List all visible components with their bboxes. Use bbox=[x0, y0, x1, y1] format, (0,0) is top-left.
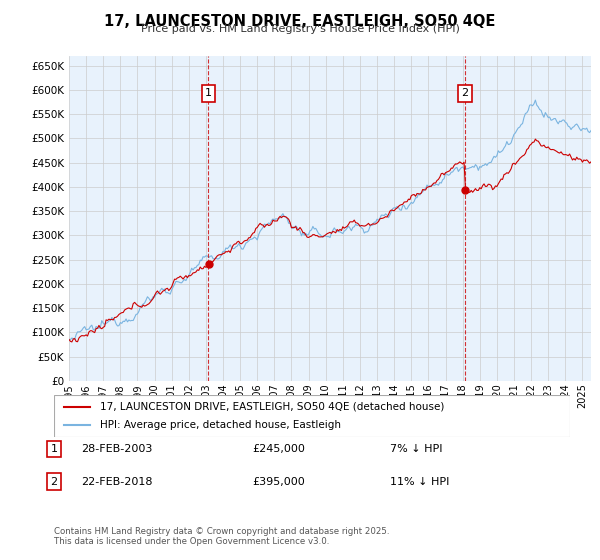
Text: 1: 1 bbox=[205, 88, 212, 99]
Text: 22-FEB-2018: 22-FEB-2018 bbox=[81, 477, 152, 487]
Text: HPI: Average price, detached house, Eastleigh: HPI: Average price, detached house, East… bbox=[100, 420, 341, 430]
Text: 11% ↓ HPI: 11% ↓ HPI bbox=[390, 477, 449, 487]
Text: 1: 1 bbox=[50, 444, 58, 454]
Text: £245,000: £245,000 bbox=[252, 444, 305, 454]
Text: Contains HM Land Registry data © Crown copyright and database right 2025.
This d: Contains HM Land Registry data © Crown c… bbox=[54, 526, 389, 546]
Text: 7% ↓ HPI: 7% ↓ HPI bbox=[390, 444, 443, 454]
Text: 28-FEB-2003: 28-FEB-2003 bbox=[81, 444, 152, 454]
Text: 17, LAUNCESTON DRIVE, EASTLEIGH, SO50 4QE: 17, LAUNCESTON DRIVE, EASTLEIGH, SO50 4Q… bbox=[104, 14, 496, 29]
Text: 17, LAUNCESTON DRIVE, EASTLEIGH, SO50 4QE (detached house): 17, LAUNCESTON DRIVE, EASTLEIGH, SO50 4Q… bbox=[100, 402, 445, 412]
Text: 2: 2 bbox=[461, 88, 469, 99]
Text: Price paid vs. HM Land Registry's House Price Index (HPI): Price paid vs. HM Land Registry's House … bbox=[140, 24, 460, 34]
Text: £395,000: £395,000 bbox=[252, 477, 305, 487]
Text: 2: 2 bbox=[50, 477, 58, 487]
